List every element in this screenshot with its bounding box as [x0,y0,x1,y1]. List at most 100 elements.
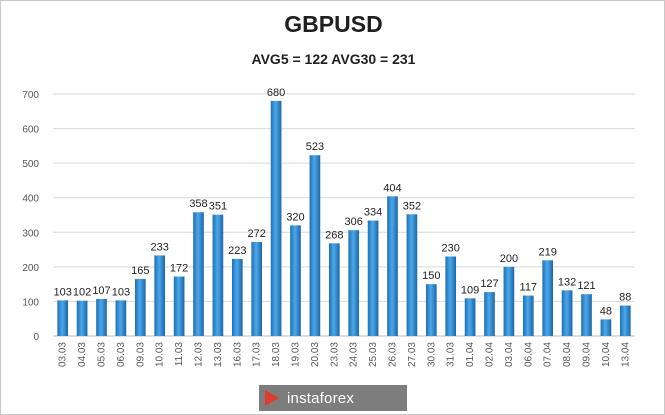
bar [290,225,301,336]
y-tick-label: 0 [33,332,39,343]
bar [154,255,166,336]
bar [445,256,457,336]
data-label: 107 [92,285,110,297]
bar [503,266,515,336]
data-label: 272 [248,228,266,240]
x-tick-label: 01.04 [465,342,476,367]
x-tick-label: 23.03 [329,342,340,367]
bar [231,258,243,336]
bar [484,292,495,336]
data-label: 320 [286,211,304,223]
x-tick-label: 03.04 [504,342,515,367]
data-label: 109 [461,284,479,296]
data-label: 523 [306,141,324,153]
bar [600,319,612,336]
x-tick-label: 11.03 [174,342,185,367]
bar [134,278,146,336]
x-tick-label: 18.03 [271,342,282,367]
x-tick-label: 13.04 [620,342,631,367]
bar [96,299,107,336]
x-tick-label: 02.04 [485,342,496,367]
data-label: 88 [619,292,631,304]
data-label: 219 [539,246,557,258]
data-label: 306 [345,216,363,228]
data-label: 230 [442,242,460,254]
bar [348,230,360,336]
data-label: 233 [151,241,169,253]
bar [115,300,127,336]
bar [425,284,437,336]
data-label: 150 [422,270,440,282]
data-label: 404 [383,182,401,194]
bar [193,212,204,336]
y-axis-ticks: 0 100 200 300 400 500 600 700 [22,90,39,343]
x-tick-label: 10.04 [601,342,612,367]
y-tick-label: 600 [22,125,39,136]
bar [542,260,554,336]
x-tick-label: 30.03 [426,342,437,367]
bar [464,298,476,336]
data-label: 680 [267,87,285,99]
x-tick-label: 10.03 [155,342,166,367]
data-label: 165 [131,265,149,277]
x-tick-label: 06.04 [523,342,534,367]
data-label: 172 [170,263,188,275]
data-label: 103 [112,286,130,298]
bar [619,305,631,336]
x-tick-label: 13.03 [213,342,224,367]
bar [57,300,69,336]
x-tick-label: 04.03 [77,342,88,367]
bar [561,290,573,336]
x-tick-label: 25.03 [368,342,379,367]
x-tick-label: 06.03 [116,342,127,367]
data-label: 48 [600,305,612,317]
data-label: 103 [54,286,72,298]
y-tick-label: 500 [22,159,39,170]
x-tick-label: 09.04 [582,342,593,367]
bar [309,155,321,336]
bars [57,100,631,337]
y-tick-label: 300 [22,228,39,239]
instaforex-watermark: instaforex [259,385,407,411]
x-tick-label: 20.03 [310,342,321,367]
bar [367,220,379,336]
data-label: 200 [500,253,518,265]
data-label: 268 [325,229,343,241]
arrow-logo-icon [265,390,279,406]
x-axis-ticks: 03.03 04.03 05.03 06.03 09.03 10.03 11.03 12.03… [58,342,632,367]
x-tick-label: 07.04 [543,342,554,367]
bar [212,214,224,336]
data-label: 117 [520,282,538,294]
gridlines [53,93,635,337]
y-tick-label: 400 [22,194,39,205]
x-tick-label: 05.03 [97,342,108,367]
x-tick-label: 19.03 [291,342,302,367]
x-tick-label: 08.04 [562,342,573,367]
x-tick-label: 27.03 [407,342,418,367]
data-label: 121 [577,280,595,292]
bar [270,100,282,337]
x-tick-label: 03.03 [58,342,69,367]
x-tick-label: 12.03 [194,342,205,367]
y-tick-label: 100 [22,297,39,308]
x-tick-label: 16.03 [232,342,243,367]
x-tick-label: 17.03 [252,342,263,367]
x-tick-label: 31.03 [446,342,457,367]
bar [522,295,534,336]
data-label: 102 [73,287,91,299]
data-label: 223 [228,245,246,257]
y-tick-label: 200 [22,263,39,274]
chart-subtitle: AVG5 = 122 AVG30 = 231 [251,51,416,67]
watermark-text: instaforex [287,389,355,407]
bar [251,241,263,336]
data-label: 132 [558,276,576,288]
bar [406,214,418,336]
chart-title: GBPUSD [284,11,383,37]
bar [387,196,398,336]
bar [173,276,185,336]
data-label: 352 [403,200,421,212]
bar [328,243,340,336]
x-tick-label: 09.03 [135,342,146,367]
